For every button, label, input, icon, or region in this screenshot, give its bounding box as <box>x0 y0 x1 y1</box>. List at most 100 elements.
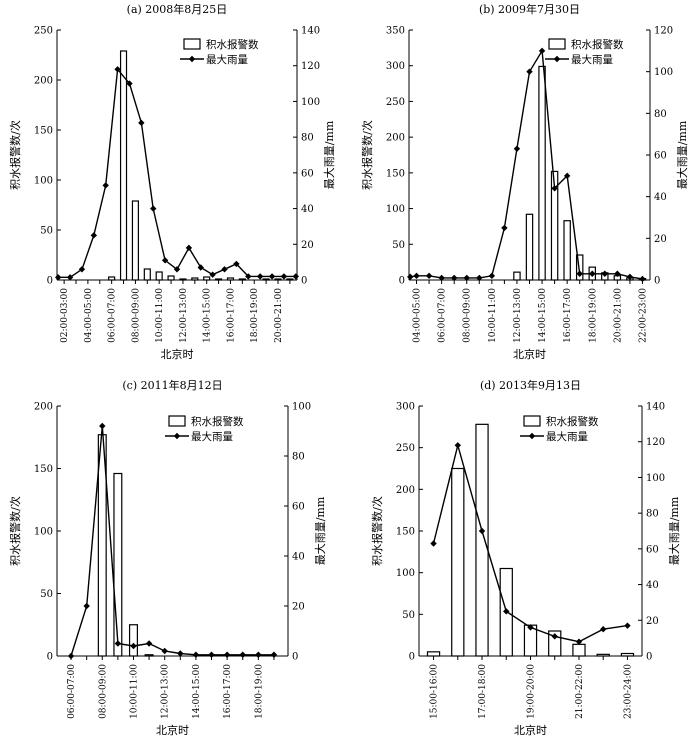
y-tick-label-left: 100 <box>34 176 53 187</box>
y-tick-label-right: 0 <box>654 276 660 287</box>
point-max-rainfall <box>430 540 437 547</box>
x-tick-label: 18:00-19:00 <box>254 664 264 719</box>
point-max-rainfall <box>256 273 264 280</box>
y-axis-label-right: 最大雨量/mm <box>313 496 327 565</box>
y-tick-label-right: 0 <box>301 276 307 287</box>
y-tick-label-right: 80 <box>646 509 659 520</box>
legend-line-marker <box>553 55 561 63</box>
legend-bar-swatch <box>168 415 186 427</box>
y-tick-label-left: 0 <box>47 276 53 287</box>
x-axis-label: 北京时 <box>156 723 189 737</box>
y-tick-label-left: 0 <box>409 652 415 663</box>
legend-bar-swatch <box>183 38 201 50</box>
y-tick-label-left: 350 <box>386 26 405 37</box>
point-max-rainfall <box>161 647 168 655</box>
y-tick-label-right: 120 <box>654 26 673 37</box>
point-max-rainfall <box>233 260 240 268</box>
chart-title: (b) 2009年7月30日 <box>479 2 580 16</box>
bar-alarm-count <box>128 624 138 657</box>
y-tick-label-right: 60 <box>646 544 659 555</box>
y-tick-label-right: 40 <box>301 204 314 215</box>
y-tick-label-right: 80 <box>654 109 667 120</box>
y-axis-label-left: 积水报警数/次 <box>370 496 384 566</box>
y-tick-label-left: 200 <box>34 76 53 87</box>
point-max-rainfall <box>245 273 252 280</box>
legend-line-label: 最大雨量 <box>206 53 248 66</box>
x-tick-label: 18:00-19:00 <box>250 288 260 343</box>
point-max-rainfall <box>513 145 521 152</box>
bar-alarm-count <box>143 268 151 281</box>
y-tick-label-left: 250 <box>396 443 415 454</box>
y-axis-label-left: 积水报警数/次 <box>8 496 22 566</box>
chart-title: (d) 2013年9月13日 <box>480 378 581 392</box>
legend-line-marker <box>528 432 536 440</box>
y-tick-label-left: 250 <box>386 97 405 108</box>
bar-alarm-count <box>426 651 441 657</box>
x-tick-label: 16:00-17:00 <box>563 288 573 343</box>
y-tick-label-right: 140 <box>646 402 665 413</box>
point-max-rainfall <box>177 650 184 657</box>
y-axis-label-left: 积水报警数/次 <box>8 120 22 190</box>
point-max-rainfall <box>551 633 558 640</box>
point-max-rainfall <box>600 626 607 633</box>
point-max-rainfall <box>138 119 145 127</box>
y-axis-label-left: 积水报警数/次 <box>360 120 374 190</box>
y-tick-label-left: 150 <box>396 527 415 538</box>
x-tick-label: 14:00-15:00 <box>538 288 548 343</box>
y-tick-label-left: 150 <box>34 464 53 475</box>
x-axis-label: 北京时 <box>513 347 546 361</box>
bar-alarm-count <box>572 643 586 657</box>
y-tick-label-left: 50 <box>392 240 405 251</box>
x-tick-label: 12:00-13:00 <box>161 664 171 719</box>
point-max-rainfall <box>454 442 461 449</box>
y-tick-label-left: 150 <box>34 126 53 137</box>
x-tick-label: 04:00-05:00 <box>84 288 94 343</box>
point-max-rainfall <box>145 640 153 647</box>
point-max-rainfall <box>83 602 90 610</box>
point-max-rainfall <box>488 272 496 280</box>
y-tick-label-right: 100 <box>654 67 673 78</box>
y-tick-label-left: 50 <box>40 589 53 600</box>
y-tick-label-right: 20 <box>292 602 305 613</box>
point-max-rainfall <box>576 270 583 277</box>
point-max-rainfall <box>551 185 558 192</box>
x-tick-label: 06:00-07:00 <box>108 288 118 343</box>
point-max-rainfall <box>90 232 98 239</box>
point-max-rainfall <box>114 640 122 647</box>
x-tick-label: 10:00-11:00 <box>129 664 139 719</box>
x-tick-label: 18:00-19:00 <box>588 288 598 343</box>
y-tick-label-left: 50 <box>402 610 415 621</box>
bar-alarm-count <box>538 65 546 281</box>
x-tick-label: 12:00-13:00 <box>513 288 523 343</box>
y-tick-label-left: 100 <box>34 527 53 538</box>
point-max-rainfall <box>614 270 621 277</box>
y-tick-label-left: 150 <box>386 168 405 179</box>
bar-alarm-count <box>119 50 128 281</box>
x-axis-label: 北京时 <box>161 347 194 361</box>
point-max-rainfall <box>425 272 433 280</box>
legend-bar-label: 积水报警数 <box>206 38 259 51</box>
x-tick-label: 23:00-24:00 <box>623 664 633 719</box>
y-tick-label-right: 40 <box>654 192 667 203</box>
y-tick-label-right: 40 <box>646 580 659 591</box>
x-tick-label: 04:00-05:00 <box>413 288 423 343</box>
y-tick-label-left: 250 <box>34 26 53 37</box>
x-tick-label: 10:00-11:00 <box>155 288 165 343</box>
point-max-rainfall <box>407 273 414 281</box>
y-tick-label-right: 20 <box>654 234 667 245</box>
x-tick-label: 15:00-16:00 <box>430 664 440 719</box>
legend-bar-swatch <box>548 38 566 50</box>
x-tick-label: 14:00-15:00 <box>203 288 213 343</box>
point-max-rainfall <box>413 272 420 280</box>
legend-line-marker <box>173 432 181 440</box>
y-tick-label-right: 140 <box>301 26 320 37</box>
y-tick-label-left: 100 <box>386 204 405 215</box>
y-tick-label-right: 20 <box>301 240 314 251</box>
point-max-rainfall <box>209 271 216 278</box>
chart-panel-c: (c) 2011年8月12日 0 50 100 150 200 0 20 40 60 80 100 06… <box>8 378 327 737</box>
y-tick-label-right: 0 <box>646 652 652 663</box>
y-tick-label-right: 20 <box>646 616 659 627</box>
x-tick-label: 22:00-23:00 <box>638 288 648 343</box>
x-tick-label: 02:00-03:00 <box>60 288 70 343</box>
point-max-rainfall <box>268 273 276 280</box>
